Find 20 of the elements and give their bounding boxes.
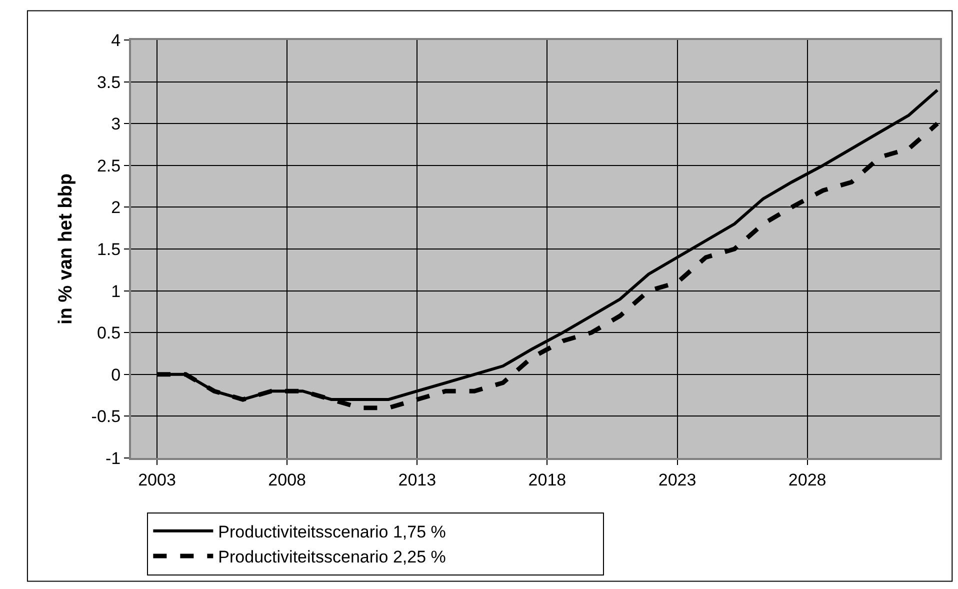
x-tick-label: 2003	[138, 470, 176, 490]
y-tick-label: -0.5	[91, 407, 121, 426]
y-axis-title: in % van het bbp	[56, 174, 77, 324]
y-tick-label: 4	[111, 30, 121, 50]
x-tick-label: 2018	[528, 470, 566, 490]
x-tick-label: 2028	[788, 470, 826, 490]
y-tick-label: 0.5	[96, 324, 121, 343]
y-tick-label: 1.5	[96, 240, 121, 259]
y-tick-label: 3	[111, 114, 121, 134]
legend-label: Productiviteitsscenario 2,25 %	[218, 548, 446, 567]
y-tick-label: 1	[111, 282, 121, 301]
y-tick-label: 3.5	[96, 72, 121, 92]
y-tick-label: 2.5	[96, 156, 121, 176]
y-tick-label: 0	[111, 365, 121, 384]
x-tick-label: 2023	[658, 470, 696, 490]
y-tick-label: 2	[111, 198, 121, 218]
y-tick-label: -1	[105, 448, 121, 468]
x-tick-label: 2013	[398, 470, 436, 490]
x-tick-label: 2008	[268, 470, 306, 490]
legend-label: Productiviteitsscenario 1,75 %	[218, 522, 446, 542]
